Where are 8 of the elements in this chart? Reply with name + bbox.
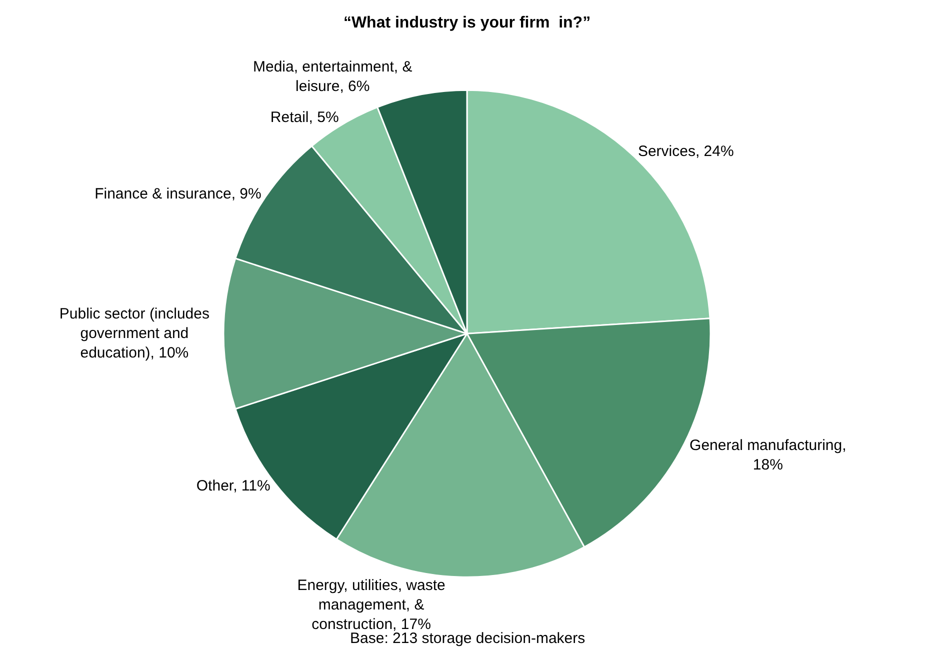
slice-label: Other, 11%: [196, 478, 270, 495]
slice-label: Retail, 5%: [270, 109, 339, 126]
chart-title: “What industry is your firm in?”: [343, 14, 591, 32]
slice-label: Finance & insurance, 9%: [94, 186, 262, 203]
slice-label: Services, 24%: [638, 143, 734, 160]
slice-label: Media, entertainment, & leisure, 6%: [252, 58, 412, 96]
slice-label: Public sector (includes government and education), 10%: [59, 306, 210, 362]
slice-label: General manufacturing, 18%: [690, 436, 846, 474]
